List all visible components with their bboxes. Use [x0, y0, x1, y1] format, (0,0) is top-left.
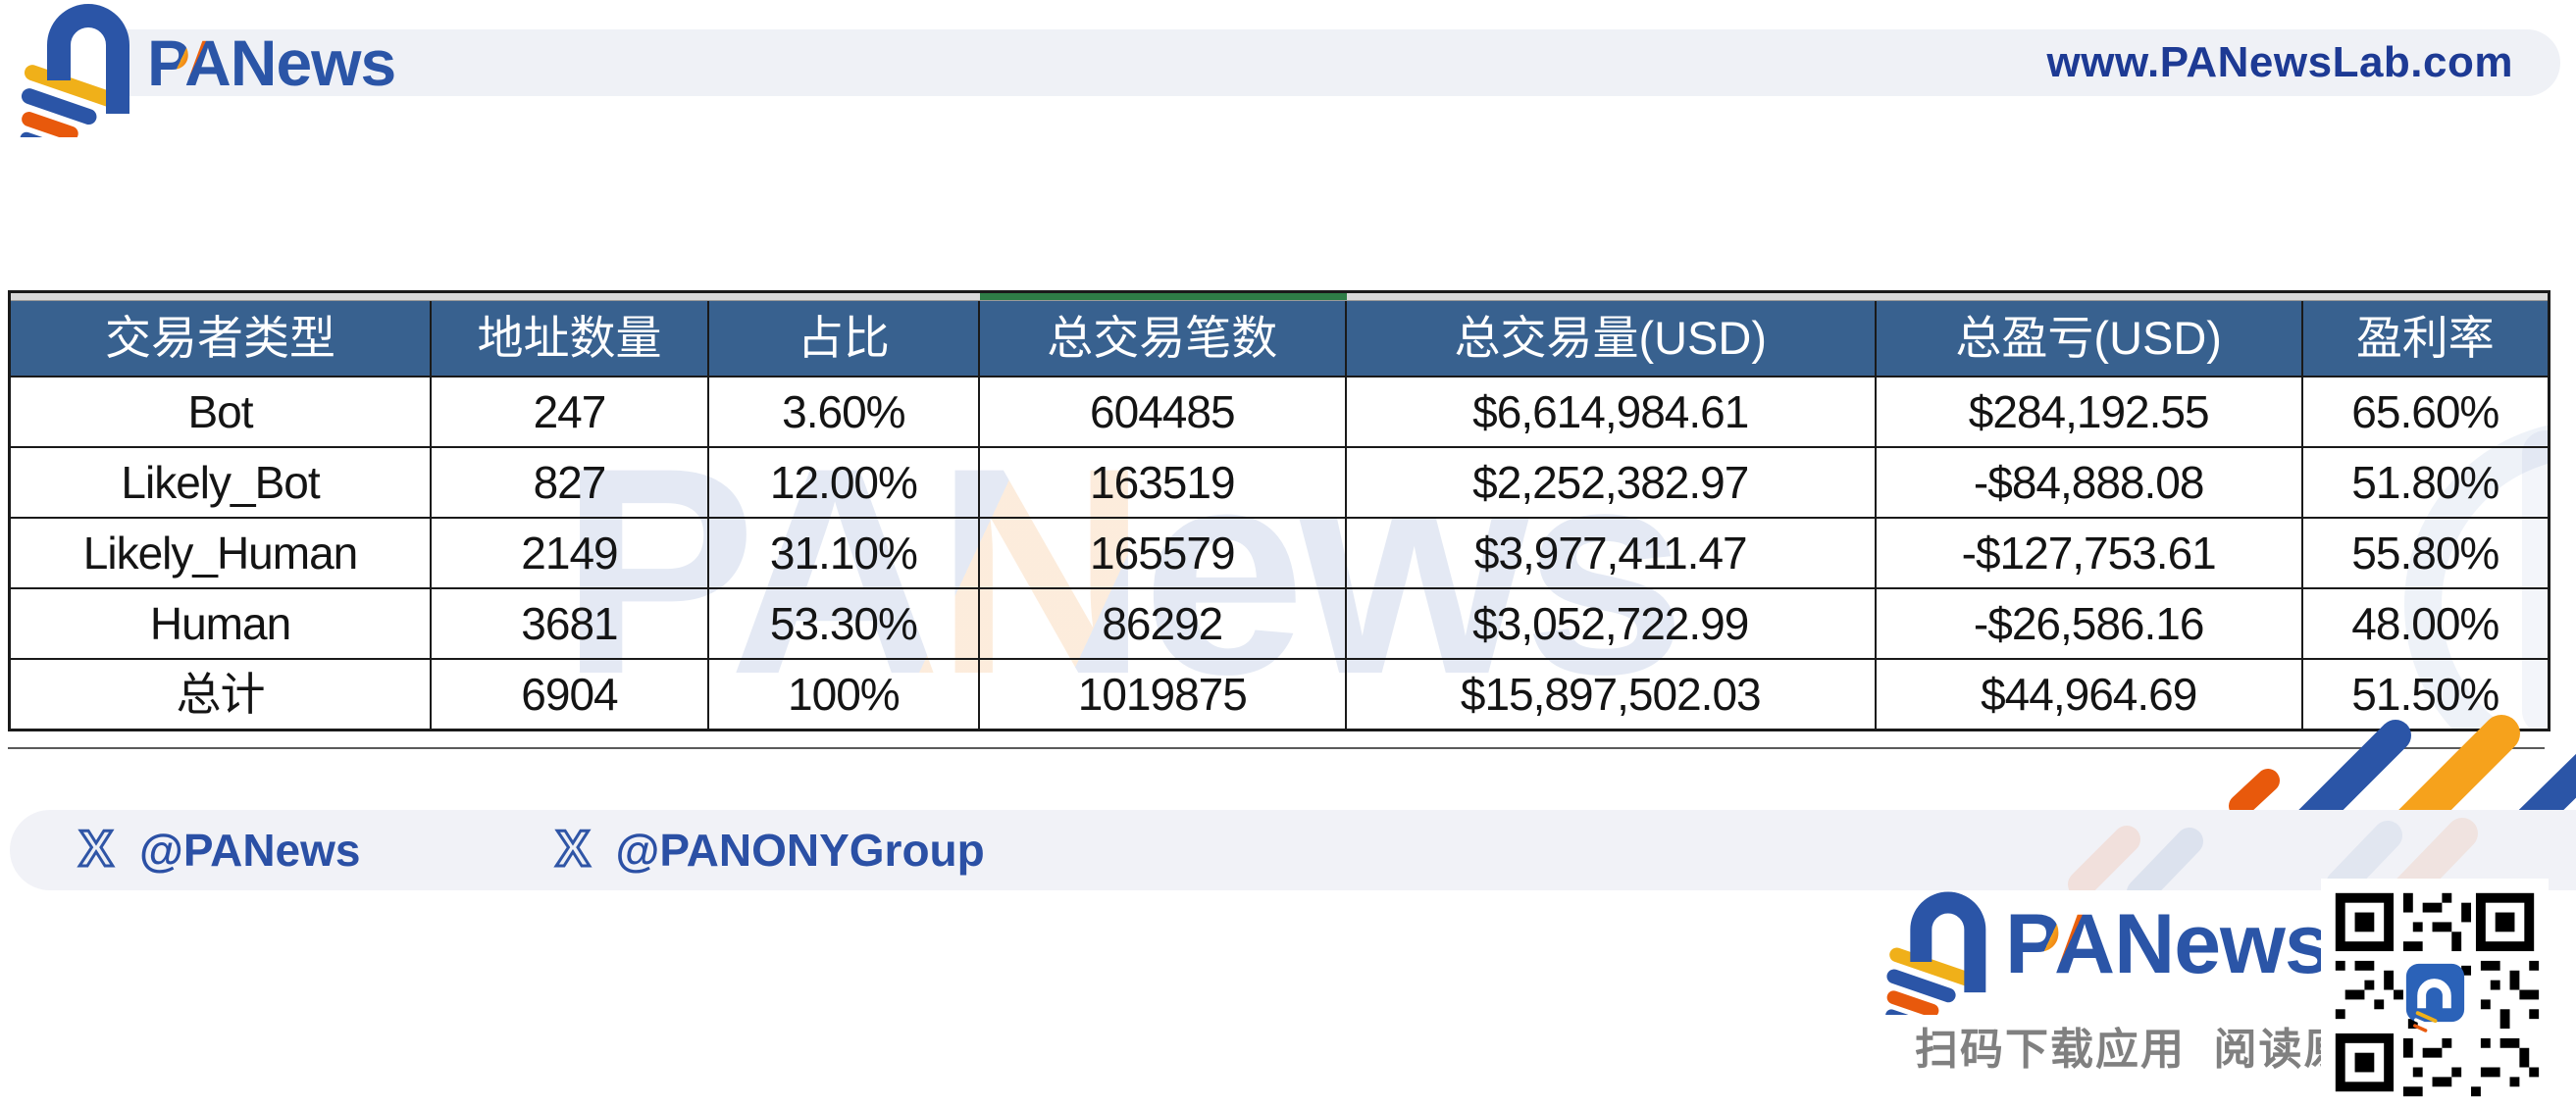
qr-code	[2321, 879, 2549, 1106]
column-header-total-pnl: 总盈亏(USD)	[1877, 301, 2303, 376]
spreadsheet-gridline	[8, 747, 2545, 749]
svg-text:X: X	[555, 825, 590, 876]
table-row-likely-bot: Likely_Bot 827 12.00% 163519 $2,252,382.…	[11, 446, 2548, 517]
qr-center-app-icon	[2405, 963, 2465, 1023]
footer-band: X @PANews X @PANONYGroup	[10, 810, 2576, 890]
column-header-address-count: 地址数量	[432, 301, 709, 376]
table-header-row: 交易者类型 地址数量 占比 总交易笔数 总交易量(USD) 总盈亏(USD) 盈…	[11, 301, 2548, 376]
green-selection-line	[979, 293, 1347, 300]
spreadsheet-top-strip	[11, 293, 2548, 301]
panews-logo-icon	[20, 4, 129, 137]
x-icon: X	[554, 825, 592, 876]
x-icon: X	[77, 825, 115, 876]
svg-text:X: X	[79, 825, 114, 876]
header-band: www.PANewsLab.com	[110, 29, 2560, 96]
footer-pale-stripes	[2068, 818, 2478, 890]
column-header-total-volume: 总交易量(USD)	[1347, 301, 1877, 376]
table-row-bot: Bot 247 3.60% 604485 $6,614,984.61 $284,…	[11, 376, 2548, 446]
panews-logotype: PANews	[2005, 896, 2332, 991]
table-row-total: 总计 6904 100% 1019875 $15,897,502.03 $44,…	[11, 658, 2548, 729]
social-handle-panonygroup: X @PANONYGroup	[547, 824, 985, 877]
column-header-share: 占比	[709, 301, 980, 376]
qr-code-pattern	[2321, 879, 2549, 1106]
table-row-likely-human: Likely_Human 2149 31.10% 165579 $3,977,4…	[11, 517, 2548, 587]
website-url: www.PANewsLab.com	[2046, 38, 2513, 86]
trader-stats-table: PANews 交易者类型 地址数量 占比 总交易笔数 总交易量(USD) 总盈亏…	[8, 290, 2550, 731]
panews-logotype: PANews	[147, 26, 396, 99]
column-header-trader-type: 交易者类型	[11, 301, 433, 376]
panews-logo: PANews	[16, 0, 396, 137]
social-handle-panews: X @PANews	[71, 824, 360, 877]
watermark-bar	[2522, 430, 2548, 729]
footer-panews-logo: PANews	[1881, 887, 2332, 1015]
column-header-total-trades: 总交易笔数	[980, 301, 1347, 376]
table-row-human: Human 3681 53.30% 86292 $3,052,722.99 -$…	[11, 587, 2548, 658]
column-header-win-rate: 盈利率	[2355, 312, 2495, 364]
panews-logo-icon	[1885, 891, 1986, 1015]
